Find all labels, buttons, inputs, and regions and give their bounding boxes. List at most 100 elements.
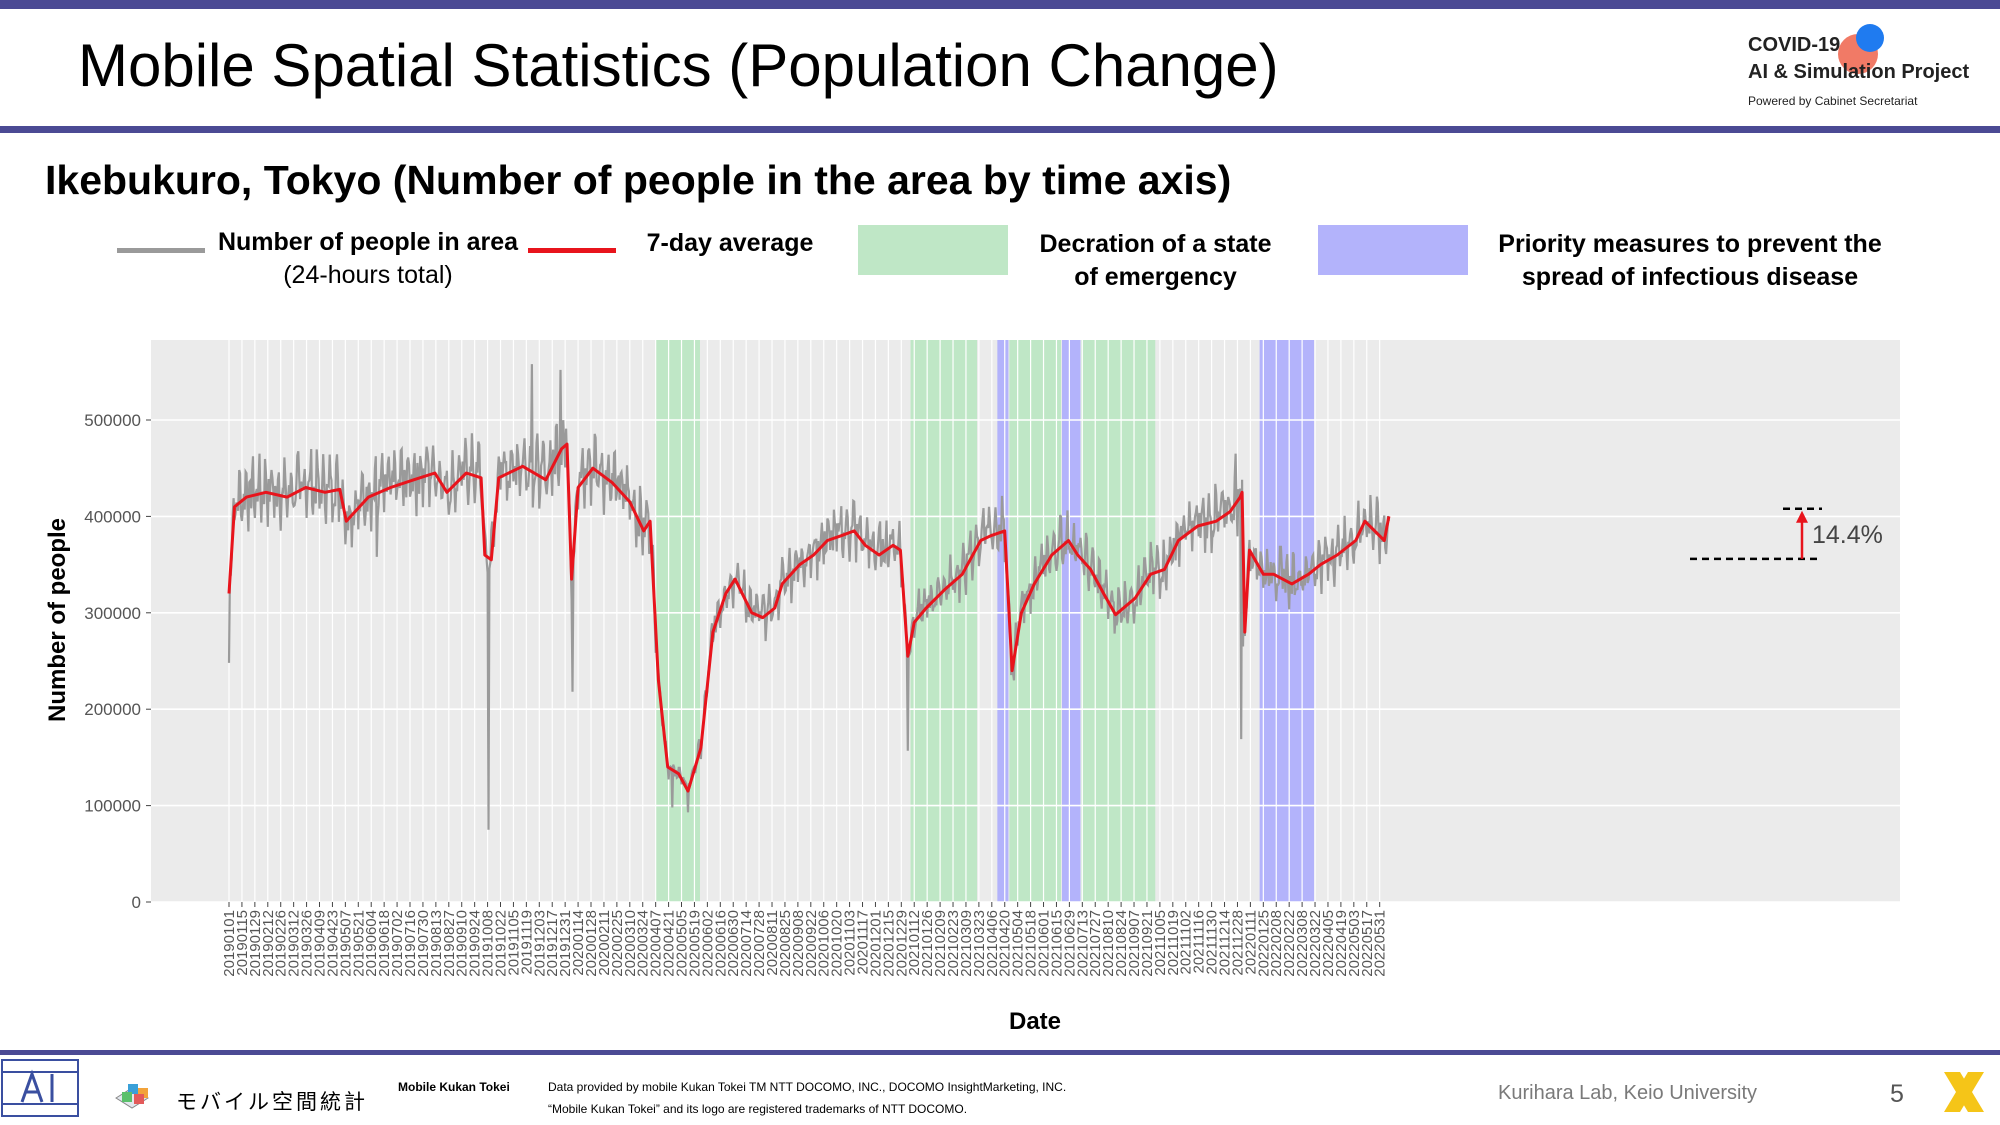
- x-tick-label: 20220322: [1307, 910, 1324, 977]
- x-tick-label: 20200630: [725, 910, 742, 977]
- x-tick-label: 20190604: [363, 910, 380, 977]
- x-tick-label: 20201006: [816, 910, 833, 977]
- y-tick-label: 400000: [84, 507, 141, 526]
- x-tick-label: 20210824: [1113, 910, 1130, 977]
- x-tick-label: 20200714: [738, 910, 755, 977]
- x-tick-label: 20200616: [712, 910, 729, 977]
- x-tick-label: 20200225: [609, 910, 626, 977]
- x-tick-label: 20190115: [234, 910, 251, 976]
- footer-divider: [0, 1050, 2000, 1055]
- x-tick-label: 20210504: [1010, 910, 1027, 977]
- x-tick-label: 20211228: [1229, 910, 1246, 976]
- top-accent-bar: [0, 0, 2000, 9]
- x-tick-label: 20200310: [622, 910, 639, 977]
- covid-ai-logo: COVID-19 AI & Simulation Project Powered…: [1748, 24, 1988, 114]
- x-tick-label: 20210810: [1100, 910, 1117, 977]
- x-tick-label: 20200324: [635, 910, 652, 977]
- legend-raw-text: Number of people in area: [217, 228, 519, 256]
- legend-emergency-label: Decration of a state of emergency: [1018, 228, 1293, 294]
- legend-raw-swatch: [117, 248, 205, 253]
- footer-credit-1: Data provided by mobile Kukan Tokei TM N…: [548, 1080, 1067, 1094]
- logo-line-3: Powered by Cabinet Secretariat: [1748, 94, 1918, 108]
- x-tick-label: 20191203: [531, 910, 548, 977]
- series-raw-daily-line: [227, 364, 1390, 830]
- x-tick-label: 20211214: [1217, 910, 1234, 976]
- legend-emergency-line1: Decration of a state: [1039, 230, 1272, 258]
- y-tick-label: 500000: [84, 411, 141, 430]
- x-tick-label: 20190702: [389, 910, 406, 977]
- x-tick-label: 20191105: [505, 910, 522, 976]
- x-tick-label: 20200421: [661, 910, 678, 977]
- emergency-period-band: [910, 340, 978, 902]
- x-tick-label: 20210907: [1126, 910, 1143, 977]
- x-tick-label: 20220503: [1346, 910, 1363, 977]
- x-tick-label: 20220222: [1281, 910, 1298, 977]
- y-tick-label: 100000: [84, 797, 141, 816]
- logo-line-2: AI & Simulation Project: [1748, 61, 1970, 83]
- x-tick-label: 20190827: [441, 910, 458, 977]
- legend-priority-line2: spread of infectious disease: [1521, 263, 1859, 291]
- x-tick-label: 20200128: [583, 910, 600, 977]
- x-tick-label: 20210713: [1074, 910, 1091, 977]
- x-tick-label: 20210615: [1048, 910, 1065, 977]
- x-tick-label: 20210420: [997, 910, 1014, 977]
- x-tick-label: 20220111: [1242, 910, 1259, 975]
- x-tick-label: 20190507: [337, 910, 354, 977]
- x-tick-label: 20191008: [480, 910, 497, 977]
- x-tick-label: 20190910: [454, 910, 471, 977]
- x-tick-label: 20201117: [855, 910, 872, 975]
- x-tick-label: 20200114: [570, 910, 587, 976]
- x-tick-label: 20220517: [1359, 910, 1376, 977]
- x-tick-label: 20220308: [1294, 910, 1311, 977]
- legend-priority-label: Priority measures to prevent the spread …: [1475, 228, 1905, 294]
- logo-blue-dot: [1856, 24, 1884, 52]
- y-tick-label: 0: [132, 893, 141, 912]
- x-tick-label: 20190521: [350, 910, 367, 977]
- page-title: Mobile Spatial Statistics (Population Ch…: [78, 32, 1279, 99]
- x-tick-label: 20211116: [1191, 910, 1208, 973]
- y-tick-label: 300000: [84, 604, 141, 623]
- x-axis-label: Date: [1009, 1008, 1061, 1035]
- x-tick-label: 20211005: [1152, 910, 1169, 976]
- x-tick-label: 20200922: [803, 910, 820, 977]
- x-tick-label: 20200908: [790, 910, 807, 977]
- x-tick-label: 20210518: [1023, 910, 1040, 977]
- x-tick-label: 20190312: [286, 910, 303, 977]
- legend-priority-swatch: [1318, 225, 1468, 275]
- x-tick-label: 20210406: [984, 910, 1001, 977]
- x-tick-label: 20190423: [324, 910, 341, 977]
- x-tick-label: 20200825: [777, 910, 794, 977]
- annotation-arrow-head: [1796, 510, 1808, 523]
- x-tick-label: 20210309: [958, 910, 975, 977]
- priority-period-band: [1259, 340, 1315, 902]
- x-tick-label: 20190409: [312, 910, 329, 977]
- x-tick-label: 20190101: [221, 910, 238, 977]
- annotation-label: 14.4%: [1812, 521, 1883, 549]
- legend-avg-swatch: [528, 248, 616, 253]
- x-tick-label: 20210629: [1061, 910, 1078, 977]
- x-tick-label: 20190813: [428, 910, 445, 977]
- x-tick-label: 20210727: [1087, 910, 1104, 977]
- x-tick-label: 20210112: [906, 910, 923, 976]
- x-tick-label: 20200519: [686, 910, 703, 977]
- x-tick-label: 20210223: [945, 910, 962, 977]
- x-tick-label: 20200505: [674, 910, 691, 977]
- footer-brand: Mobile Kukan Tokei: [398, 1080, 510, 1094]
- priority-period-band: [1061, 340, 1081, 902]
- header-divider: [0, 126, 2000, 133]
- x-tick-label: 20210921: [1139, 910, 1156, 977]
- x-tick-label: 20220419: [1333, 910, 1350, 977]
- page-number: 5: [1890, 1080, 1904, 1108]
- x-tick-label: 20190212: [260, 910, 277, 977]
- x-tick-label: 20190129: [247, 910, 264, 977]
- x-tick-label: 20210126: [919, 910, 936, 977]
- x-tick-label: 20191119: [518, 910, 535, 975]
- keio-lab-logo-icon: [1, 1059, 79, 1117]
- x-tick-label: 20201201: [867, 910, 884, 977]
- legend-priority-line1: Priority measures to prevent the: [1498, 230, 1882, 258]
- y-tick-label: 200000: [84, 700, 141, 719]
- y-axis-label: Number of people: [44, 518, 71, 722]
- series-7day-average-line: [227, 442, 1391, 793]
- x-tick-label: 20190924: [467, 910, 484, 977]
- x-tick-label: 20200211: [596, 910, 613, 976]
